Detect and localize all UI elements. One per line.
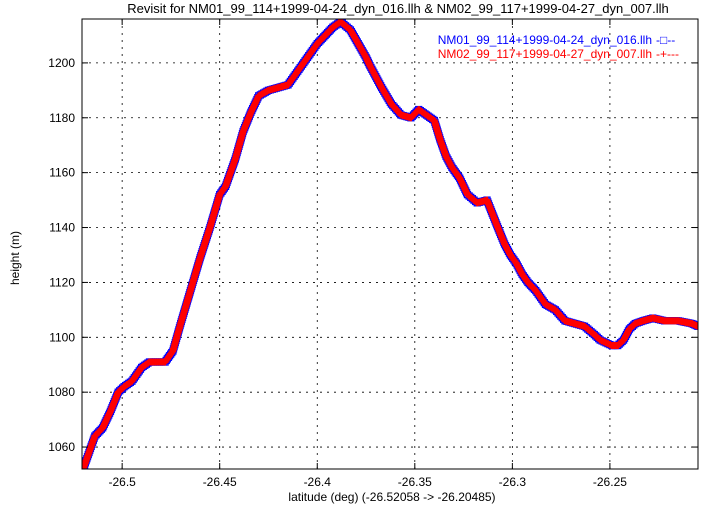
y-tick-label: 1060 bbox=[48, 440, 75, 454]
series-line bbox=[82, 21, 698, 469]
legend-marker: -+--- bbox=[656, 47, 679, 61]
y-axis-label: height (m) bbox=[8, 231, 22, 285]
y-tick-label: 1200 bbox=[48, 56, 75, 70]
y-tick-label: 1180 bbox=[49, 111, 75, 125]
chart-title: Revisit for NM01_99_114+1999-04-24_dyn_0… bbox=[127, 1, 669, 16]
y-tick-label: 1140 bbox=[49, 221, 75, 235]
series-1 bbox=[82, 19, 698, 469]
legend-marker: -□-- bbox=[656, 33, 675, 47]
x-tick-label: -26.4 bbox=[304, 475, 332, 489]
legend-label: NM02_99_117+1999-04-27_dyn_007.llh bbox=[438, 47, 652, 61]
y-tick-label: 1080 bbox=[48, 385, 75, 399]
axes-ticks: -26.5 -26.45 -26.4 -26.35 -26.3 -26.25 1060 108… bbox=[48, 19, 698, 489]
series-line bbox=[82, 21, 698, 469]
y-tick-label: 1120 bbox=[49, 275, 75, 289]
series-2 bbox=[82, 19, 698, 469]
y-tick-label: 1100 bbox=[49, 330, 75, 344]
x-tick-label: -26.25 bbox=[593, 475, 627, 489]
plot-area bbox=[82, 19, 698, 469]
x-tick-label: -26.35 bbox=[398, 475, 432, 489]
x-tick-label: -26.3 bbox=[499, 475, 527, 489]
x-tick-label: -26.5 bbox=[108, 475, 136, 489]
plot-frame bbox=[81, 18, 699, 470]
legend-label: NM01_99_114+1999-04-24_dyn_016.llh bbox=[438, 33, 652, 47]
legend: NM01_99_114+1999-04-24_dyn_016.llh -□-- NM… bbox=[438, 33, 679, 61]
x-axis-label: latitude (deg) (-26.52058 -> -26.20485) bbox=[288, 490, 495, 504]
x-tick-label: -26.45 bbox=[203, 475, 237, 489]
grid bbox=[82, 19, 698, 469]
y-tick-label: 1160 bbox=[49, 166, 75, 180]
